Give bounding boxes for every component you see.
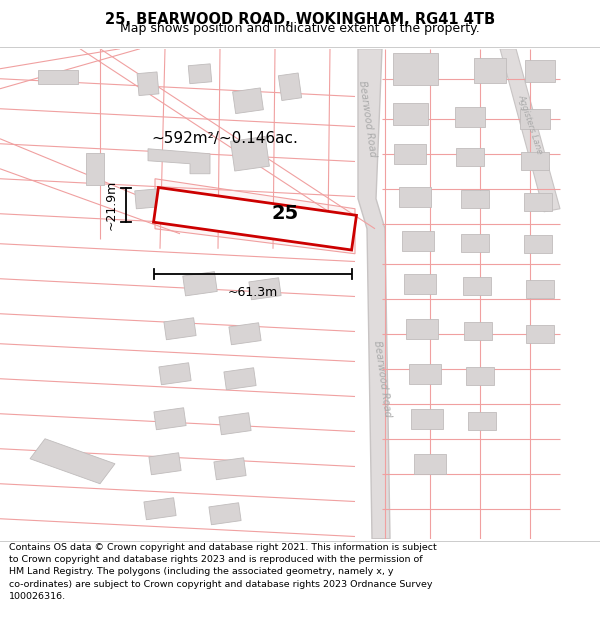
Polygon shape [406, 319, 438, 339]
Text: ~21.9m: ~21.9m [104, 180, 118, 230]
Polygon shape [464, 322, 492, 340]
Polygon shape [154, 188, 356, 250]
Polygon shape [278, 73, 302, 101]
Polygon shape [229, 322, 261, 345]
Text: ~61.3m: ~61.3m [227, 286, 278, 299]
Polygon shape [456, 148, 484, 166]
Polygon shape [137, 72, 159, 96]
Polygon shape [148, 149, 210, 174]
Polygon shape [394, 144, 426, 164]
Polygon shape [38, 70, 78, 84]
Polygon shape [358, 49, 390, 539]
Polygon shape [414, 454, 446, 474]
Polygon shape [155, 179, 355, 254]
Polygon shape [463, 277, 491, 295]
Polygon shape [411, 409, 443, 429]
Text: 25, BEARWOOD ROAD, WOKINGHAM, RG41 4TB: 25, BEARWOOD ROAD, WOKINGHAM, RG41 4TB [105, 12, 495, 27]
Polygon shape [526, 280, 554, 298]
Text: Aggisters Lane: Aggisters Lane [516, 92, 544, 155]
Polygon shape [402, 231, 434, 251]
Polygon shape [149, 452, 181, 475]
Polygon shape [409, 364, 441, 384]
Polygon shape [520, 109, 550, 129]
Polygon shape [526, 325, 554, 342]
Polygon shape [468, 412, 496, 430]
Text: Bearwood Road: Bearwood Road [356, 80, 377, 158]
Polygon shape [500, 49, 560, 212]
Polygon shape [188, 64, 212, 84]
Polygon shape [404, 274, 436, 294]
Polygon shape [392, 102, 427, 125]
Polygon shape [154, 408, 186, 430]
Polygon shape [30, 439, 115, 484]
Text: ~592m²/~0.146ac.: ~592m²/~0.146ac. [152, 131, 298, 146]
Polygon shape [209, 503, 241, 525]
Polygon shape [524, 192, 552, 211]
Polygon shape [524, 235, 552, 252]
Polygon shape [224, 368, 256, 390]
Polygon shape [455, 107, 485, 127]
Text: Bearwood Road: Bearwood Road [371, 340, 392, 418]
Polygon shape [461, 234, 489, 252]
Polygon shape [249, 278, 281, 300]
Polygon shape [466, 367, 494, 385]
Text: 25: 25 [271, 204, 299, 223]
Polygon shape [521, 152, 549, 170]
Polygon shape [144, 498, 176, 520]
Polygon shape [214, 458, 246, 480]
Polygon shape [392, 52, 437, 85]
Text: Contains OS data © Crown copyright and database right 2021. This information is : Contains OS data © Crown copyright and d… [9, 543, 437, 601]
Polygon shape [474, 58, 506, 83]
Polygon shape [525, 60, 555, 82]
Polygon shape [164, 318, 196, 340]
Text: Map shows position and indicative extent of the property.: Map shows position and indicative extent… [120, 22, 480, 35]
Polygon shape [219, 412, 251, 435]
Polygon shape [159, 362, 191, 385]
Polygon shape [399, 187, 431, 207]
Polygon shape [461, 190, 489, 208]
Polygon shape [230, 136, 269, 171]
Polygon shape [183, 272, 217, 296]
Polygon shape [233, 88, 263, 114]
Polygon shape [135, 189, 161, 209]
Polygon shape [86, 152, 104, 185]
